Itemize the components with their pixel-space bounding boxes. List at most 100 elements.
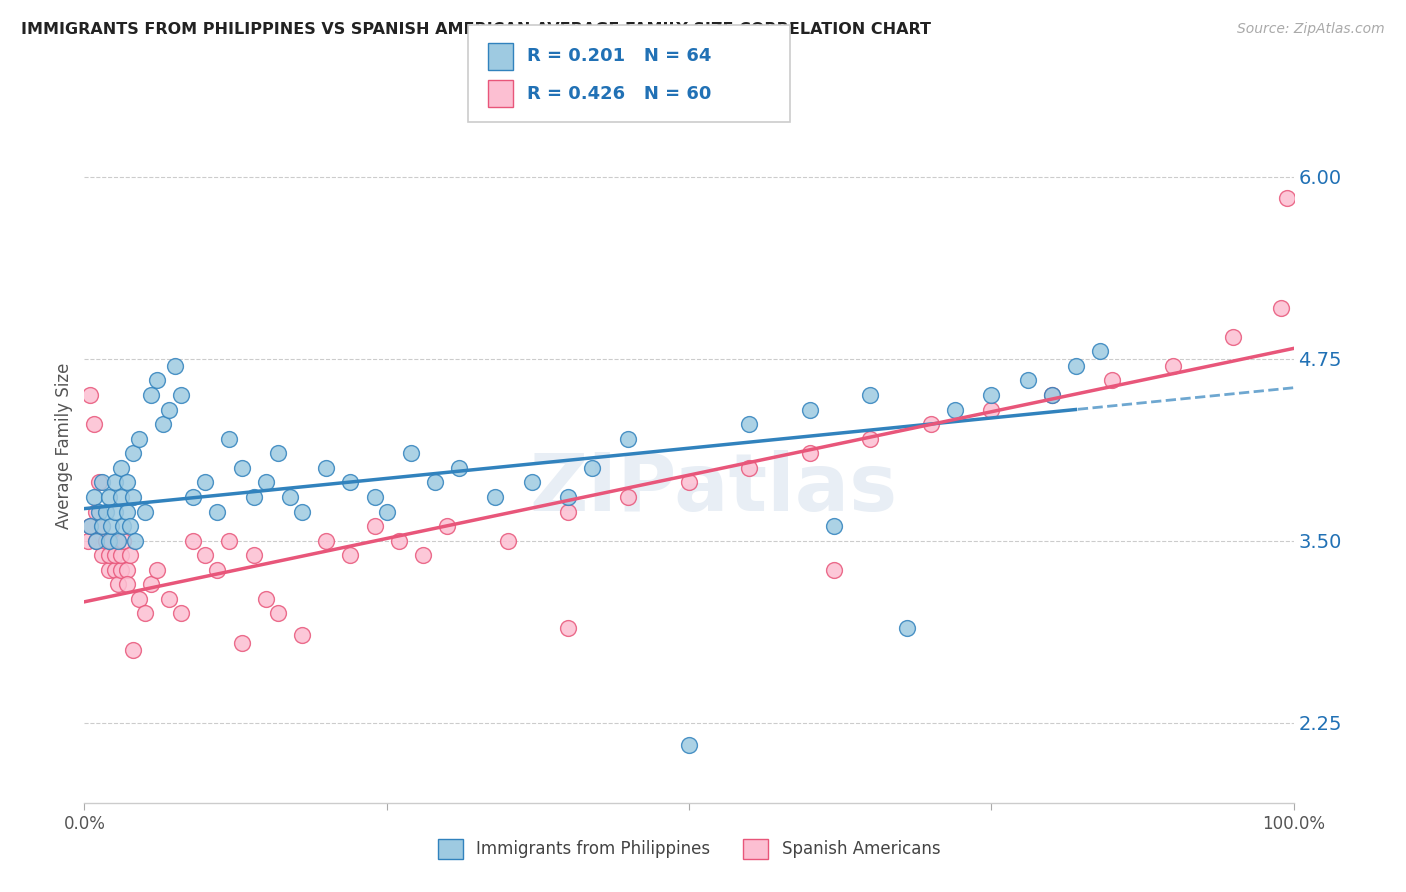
Point bbox=[218, 533, 240, 548]
Point bbox=[980, 388, 1002, 402]
Point bbox=[112, 519, 135, 533]
Point bbox=[399, 446, 422, 460]
Point bbox=[254, 475, 277, 490]
Point bbox=[94, 533, 117, 548]
Point bbox=[91, 475, 114, 490]
Point bbox=[107, 577, 129, 591]
Point bbox=[363, 519, 385, 533]
Point bbox=[194, 548, 217, 562]
Text: IMMIGRANTS FROM PHILIPPINES VS SPANISH AMERICAN AVERAGE FAMILY SIZE CORRELATION : IMMIGRANTS FROM PHILIPPINES VS SPANISH A… bbox=[21, 22, 931, 37]
Point bbox=[110, 563, 132, 577]
Point bbox=[920, 417, 942, 432]
Point bbox=[363, 490, 385, 504]
Point bbox=[943, 402, 966, 417]
Point bbox=[617, 490, 640, 504]
Point bbox=[157, 591, 180, 606]
Point bbox=[1277, 191, 1299, 205]
Point bbox=[738, 460, 761, 475]
Point bbox=[799, 402, 821, 417]
Point bbox=[124, 533, 146, 548]
Point bbox=[242, 548, 264, 562]
Point bbox=[97, 533, 120, 548]
Point bbox=[207, 504, 229, 518]
Point bbox=[799, 446, 821, 460]
Point bbox=[100, 519, 122, 533]
Point bbox=[110, 460, 132, 475]
Point bbox=[1040, 388, 1063, 402]
Point bbox=[165, 359, 187, 373]
Point bbox=[86, 533, 108, 548]
Point bbox=[146, 374, 169, 388]
Point bbox=[120, 519, 142, 533]
Point bbox=[617, 432, 640, 446]
Point bbox=[83, 417, 105, 432]
Point bbox=[91, 519, 114, 533]
Point bbox=[83, 490, 105, 504]
Point bbox=[128, 432, 150, 446]
Point bbox=[231, 460, 253, 475]
Point bbox=[449, 460, 471, 475]
Point bbox=[557, 621, 579, 635]
Point bbox=[139, 577, 162, 591]
Point bbox=[581, 460, 603, 475]
Point bbox=[115, 475, 138, 490]
Point bbox=[1040, 388, 1063, 402]
Point bbox=[121, 446, 143, 460]
Point bbox=[218, 432, 240, 446]
Point bbox=[91, 548, 114, 562]
Point bbox=[242, 490, 264, 504]
Text: R = 0.201   N = 64: R = 0.201 N = 64 bbox=[527, 47, 711, 65]
Point bbox=[146, 563, 169, 577]
Point bbox=[1064, 359, 1087, 373]
Point bbox=[181, 490, 204, 504]
Point bbox=[97, 563, 120, 577]
Point bbox=[1101, 374, 1123, 388]
Point bbox=[121, 490, 143, 504]
Point bbox=[1017, 374, 1039, 388]
Point bbox=[110, 548, 132, 562]
Point bbox=[678, 475, 700, 490]
Text: Source: ZipAtlas.com: Source: ZipAtlas.com bbox=[1237, 22, 1385, 37]
Point bbox=[339, 548, 361, 562]
Point bbox=[557, 504, 579, 518]
Point bbox=[1270, 301, 1292, 315]
Point bbox=[859, 388, 882, 402]
Point bbox=[254, 591, 277, 606]
Point bbox=[128, 591, 150, 606]
Point bbox=[375, 504, 398, 518]
Point bbox=[181, 533, 204, 548]
Point bbox=[484, 490, 506, 504]
Point bbox=[520, 475, 543, 490]
Point bbox=[859, 432, 882, 446]
Point bbox=[423, 475, 446, 490]
Point bbox=[107, 533, 129, 548]
Text: ZIPatlas: ZIPatlas bbox=[529, 450, 897, 528]
Point bbox=[134, 607, 156, 621]
Point bbox=[267, 446, 290, 460]
Point bbox=[139, 388, 162, 402]
Point bbox=[388, 533, 411, 548]
Point bbox=[152, 417, 174, 432]
Point bbox=[97, 548, 120, 562]
Point bbox=[110, 490, 132, 504]
Point bbox=[170, 607, 193, 621]
Point bbox=[157, 402, 180, 417]
Point bbox=[79, 519, 101, 533]
Point bbox=[823, 519, 845, 533]
Point bbox=[315, 533, 337, 548]
Point bbox=[557, 490, 579, 504]
Point bbox=[87, 504, 110, 518]
Point bbox=[86, 533, 108, 548]
Point bbox=[339, 475, 361, 490]
Point bbox=[115, 504, 138, 518]
Point bbox=[278, 490, 301, 504]
Point bbox=[1088, 344, 1111, 359]
Point bbox=[104, 504, 127, 518]
Point bbox=[97, 490, 120, 504]
Point bbox=[496, 533, 519, 548]
Point bbox=[980, 402, 1002, 417]
Point bbox=[104, 475, 127, 490]
Point bbox=[112, 533, 135, 548]
Point bbox=[1222, 330, 1244, 344]
Point bbox=[79, 388, 101, 402]
